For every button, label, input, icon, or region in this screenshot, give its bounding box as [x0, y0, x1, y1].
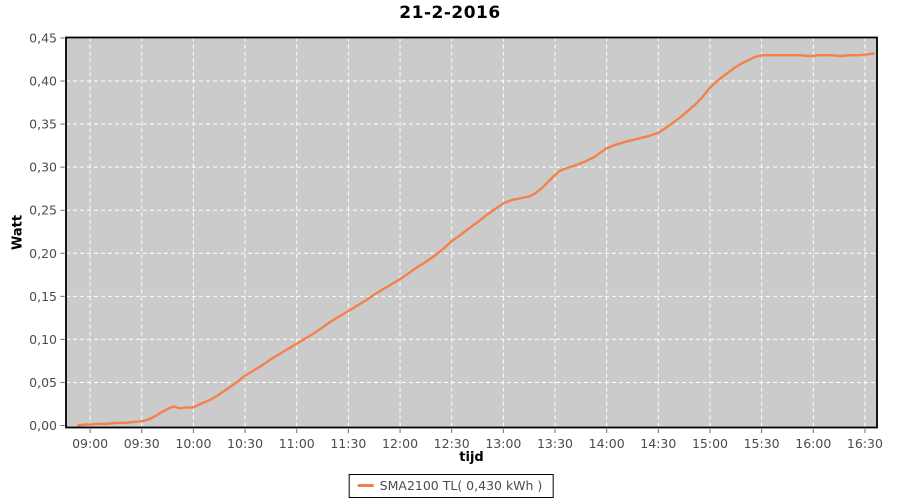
x-tick-label: 16:00 — [795, 436, 831, 451]
x-tick-label: 13:30 — [537, 436, 573, 451]
y-tick-label: 0,15 — [29, 289, 57, 304]
legend-line-swatch — [357, 484, 374, 487]
x-tick-label: 10:00 — [175, 436, 211, 451]
x-tick-label: 14:00 — [589, 436, 625, 451]
legend: SMA2100 TL( 0,430 kWh ) — [348, 474, 554, 498]
x-tick-label: 09:00 — [72, 436, 108, 451]
chart-title: 21-2-2016 — [399, 3, 501, 23]
y-tick-label: 0,05 — [29, 375, 57, 390]
x-tick-label: 15:30 — [744, 436, 780, 451]
y-tick-label: 0,00 — [29, 418, 57, 433]
y-tick-label: 0,25 — [29, 203, 57, 218]
plot-border — [65, 36, 878, 429]
x-tick-label: 16:30 — [847, 436, 883, 451]
y-tick-label: 0,40 — [29, 74, 57, 89]
y-axis-title: Watt — [10, 214, 26, 251]
x-tick-label: 09:30 — [124, 436, 160, 451]
x-tick-label: 11:00 — [279, 436, 315, 451]
x-tick-label: 12:00 — [382, 436, 418, 451]
series-line — [76, 52, 875, 427]
x-tick-label: 14:30 — [640, 436, 676, 451]
plot-background — [66, 37, 877, 428]
y-tick-label: 0,20 — [29, 246, 57, 261]
y-tick-label: 0,10 — [29, 332, 57, 347]
x-tick-label: 11:30 — [330, 436, 366, 451]
x-tick-label: 15:00 — [692, 436, 728, 451]
y-tick-label: 0,45 — [29, 31, 57, 46]
x-tick-label: 12:30 — [434, 436, 470, 451]
y-tick-label: 0,35 — [29, 117, 57, 132]
x-tick-label: 13:00 — [485, 436, 521, 451]
y-tick-label: 0,30 — [29, 160, 57, 175]
legend-label: SMA2100 TL( 0,430 kWh ) — [379, 478, 543, 493]
x-axis-title: tijd — [459, 450, 484, 465]
x-tick-label: 10:30 — [227, 436, 263, 451]
